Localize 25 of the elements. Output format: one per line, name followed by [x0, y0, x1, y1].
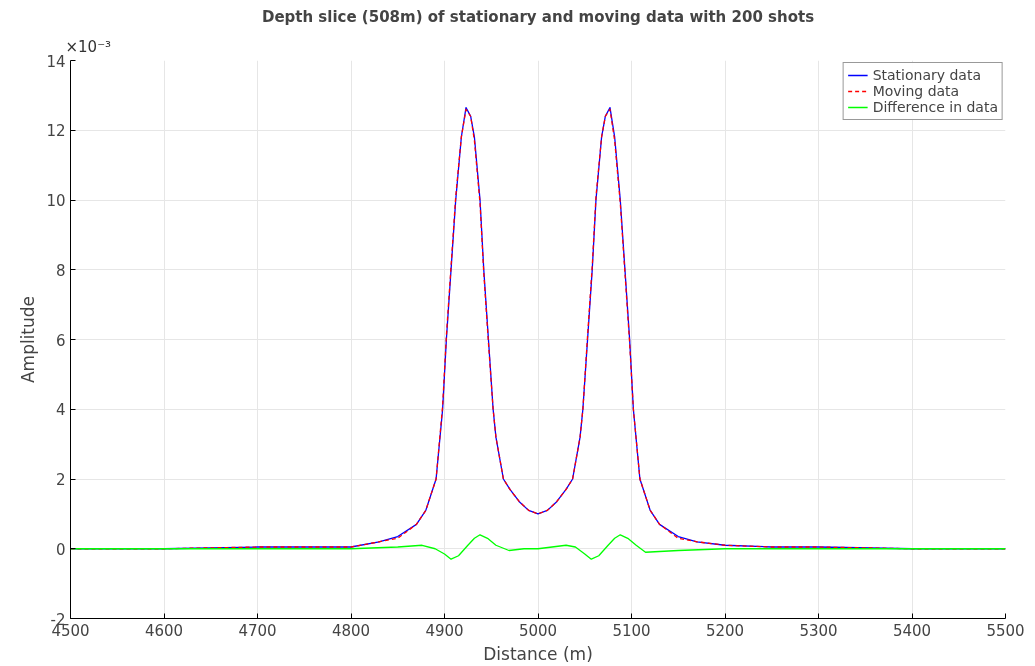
x-tick-label: 4700	[238, 621, 277, 640]
x-tick-label: 4800	[331, 621, 371, 640]
y-tick-label: 4	[55, 401, 66, 420]
chart-title: Depth slice (508m) of stationary and moving data with 200 shots	[261, 7, 815, 26]
x-tick-label: 5400	[892, 621, 932, 640]
x-tick-label: 4600	[144, 621, 184, 640]
y-tick-label: 2	[55, 471, 66, 489]
x-tick-label: 4900	[425, 621, 464, 640]
x-tick-label: 5000	[518, 621, 558, 640]
legend-label: Stationary data	[872, 67, 982, 83]
y-tick-label: 10	[46, 192, 66, 210]
y-tick-label: 12	[46, 122, 66, 141]
x-tick-label: 5500	[986, 621, 1025, 640]
x-tick-label: 5100	[612, 621, 651, 640]
x-tick-label: 5300	[799, 621, 838, 640]
y-tick-label: 8	[55, 261, 66, 280]
y-tick-label: 0	[55, 540, 66, 559]
x-axis-title: Distance (m)	[483, 643, 593, 664]
y-tick-label: 14	[46, 52, 66, 71]
text: ×10⁻³	[65, 37, 112, 56]
legend-label: Difference in data	[872, 99, 998, 115]
y-axis-title: Amplitude	[18, 295, 39, 384]
y-tick-label: 6	[55, 331, 66, 350]
x-tick-label: 5200	[705, 621, 745, 640]
legend-label: Moving data	[872, 83, 960, 99]
